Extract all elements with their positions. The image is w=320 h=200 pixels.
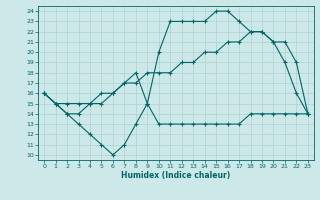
X-axis label: Humidex (Indice chaleur): Humidex (Indice chaleur) — [121, 171, 231, 180]
